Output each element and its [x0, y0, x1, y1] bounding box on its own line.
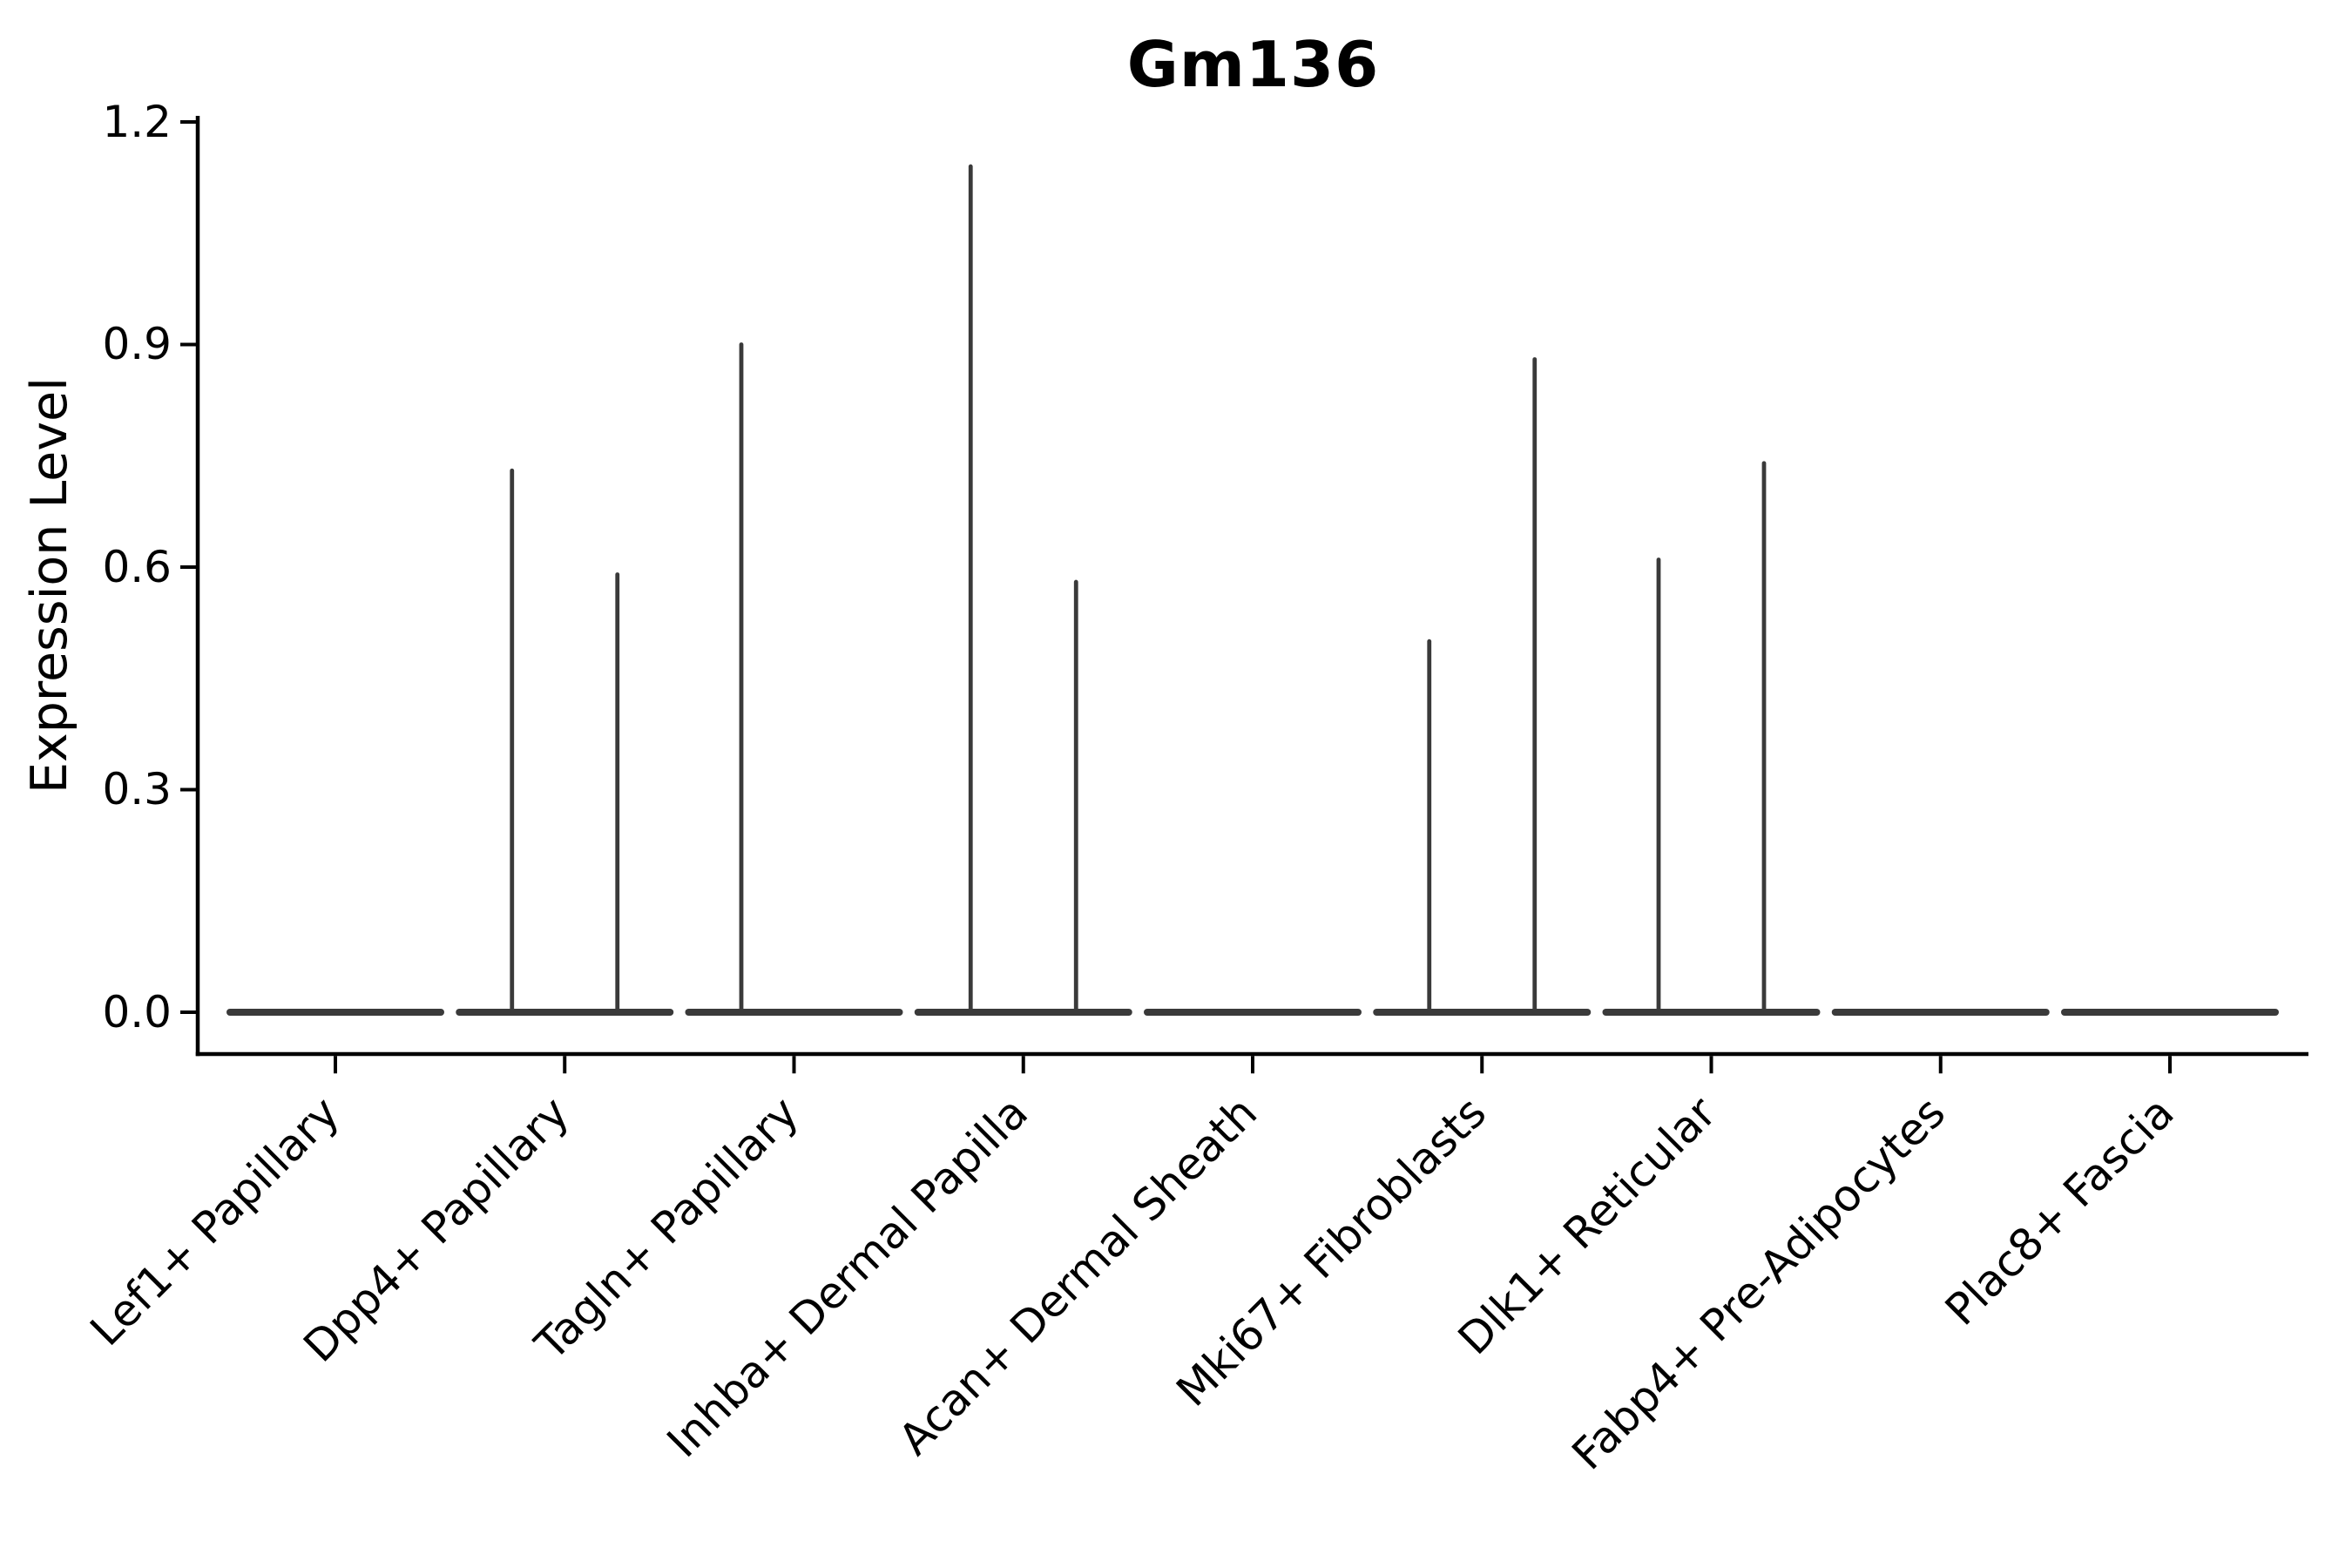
- chart-title: Gm136: [1126, 28, 1380, 101]
- y-tick-label: 0.6: [102, 541, 172, 592]
- y-tick-label: 0.9: [102, 319, 172, 370]
- y-tick-label: 0.3: [102, 764, 172, 815]
- y-tick-label: 0.0: [102, 987, 172, 1037]
- y-tick-label: 1.2: [102, 96, 172, 147]
